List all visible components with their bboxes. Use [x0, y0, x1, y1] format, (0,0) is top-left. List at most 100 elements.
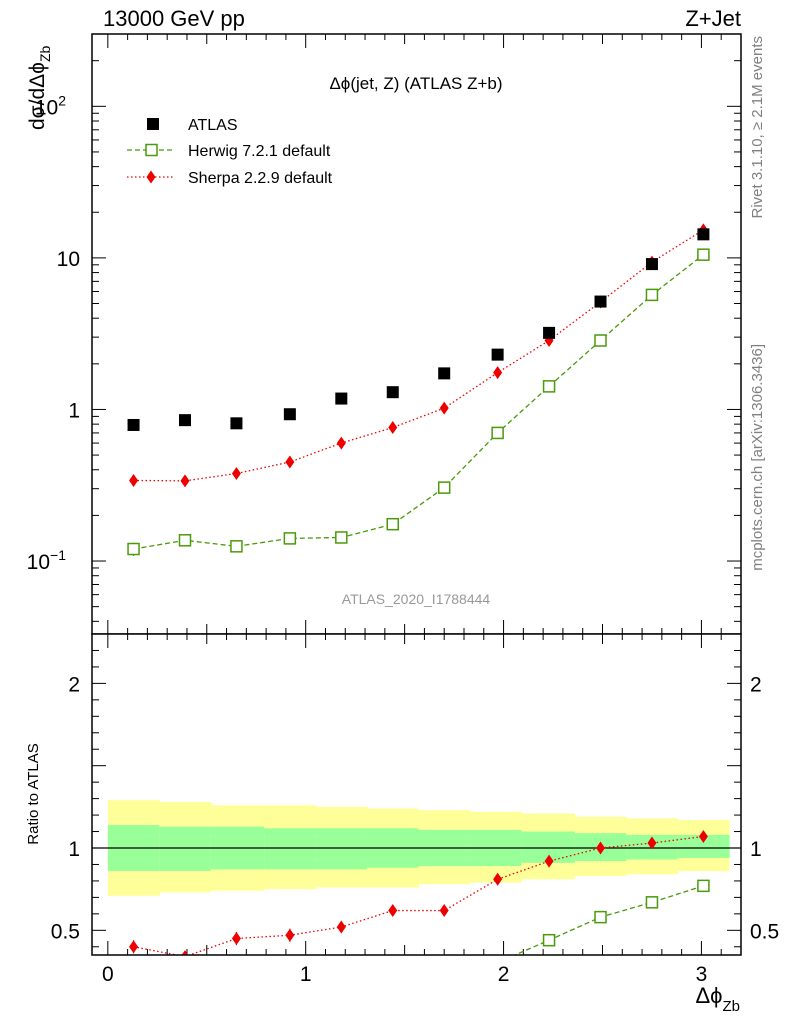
- main-y-axis-title: dσ/dΔϕZb: [26, 45, 53, 130]
- ratio-sherpa-line: [133, 835, 704, 955]
- legend-herwig-marker: [145, 143, 158, 157]
- atlas-point: [178, 414, 191, 427]
- atlas-point: [127, 418, 140, 431]
- ratio-sherpa-point: [336, 920, 346, 934]
- sherpa-point: [285, 455, 295, 469]
- sherpa-point: [439, 401, 449, 415]
- ratio-y-tick-label-right: 2: [750, 673, 762, 696]
- ratio-sherpa-point: [544, 854, 554, 868]
- main-y-axis-label-main: dσ/dΔϕ: [26, 62, 49, 130]
- atlas-point: [335, 392, 348, 405]
- x-tick-label: 2: [498, 963, 510, 986]
- herwig-point: [230, 540, 243, 553]
- x-axis-label: ΔϕZb: [695, 983, 740, 1015]
- ratio-series-group: [129, 829, 710, 955]
- atlas-point: [386, 386, 399, 399]
- sherpa-point: [180, 474, 190, 488]
- plot-title: Δϕ(jet, Z) (ATLAS Z+b): [329, 74, 502, 93]
- sherpa-point: [493, 366, 503, 380]
- x-axis-label-sub: Zb: [722, 998, 740, 1015]
- y-tick-label: 10−1: [27, 547, 67, 574]
- ratio-sherpa-point: [285, 928, 295, 942]
- legend-entry-label: Herwig 7.2.1 default: [188, 143, 331, 160]
- atlas-point: [645, 258, 658, 271]
- atlas-point: [438, 367, 451, 380]
- ratio-y-tick-label-left: 0.5: [51, 920, 80, 943]
- ratio-frame: [91, 633, 742, 956]
- main-series-group: [127, 223, 710, 556]
- analysis-watermark: ATLAS_2020_I1788444: [342, 591, 491, 607]
- ratio-herwig-point: [697, 879, 710, 893]
- ratio-herwig-point: [594, 910, 607, 924]
- y-tick-label-base: 1: [68, 399, 80, 422]
- herwig-point: [386, 517, 400, 531]
- x-tick-label: 1: [300, 963, 312, 986]
- ratio-y-tick-label-left: 2: [68, 673, 80, 696]
- ratio-sherpa-point: [231, 932, 241, 946]
- y-tick-label-base: 10: [57, 248, 80, 271]
- herwig-point: [491, 426, 504, 440]
- herwig-point: [283, 532, 297, 545]
- sherpa-point: [336, 436, 346, 450]
- y-tick-label-base: 10: [27, 551, 50, 574]
- herwig-point: [594, 334, 607, 347]
- ratio-herwig-point: [645, 896, 659, 909]
- ratio-clipped-group: [129, 829, 710, 955]
- herwig-point: [335, 531, 348, 544]
- atlas-point: [594, 295, 607, 308]
- ratio-sherpa-point: [698, 829, 708, 843]
- atlas-point: [230, 417, 243, 430]
- ratio-panel: 0.5 0.5 1 1 2 2 0 1 2 3 Ratio to ATLAS ΔϕZb: [25, 633, 779, 1015]
- analysis-id-label: ATLAS_2020_I1788444: [342, 591, 491, 607]
- ratio-herwig-point: [542, 933, 556, 947]
- legend: ATLAS Herwig 7.2.1 default Sherpa 2.2.9 de…: [127, 117, 333, 187]
- ratio-herwig-line: [513, 885, 704, 955]
- herwig-point: [645, 288, 659, 302]
- y-tick-label-exp: 2: [58, 92, 66, 108]
- y-tick-label-base: 10: [35, 96, 58, 119]
- atlas-point: [283, 408, 296, 421]
- x-axis-label-main: Δϕ: [695, 983, 722, 1008]
- header-right-label: Z+Jet: [685, 6, 741, 31]
- ratio-sherpa-point: [493, 872, 503, 886]
- ratio-sherpa-point: [388, 904, 398, 918]
- atlas-point: [491, 348, 504, 361]
- y-tick-label-exp: −1: [50, 547, 66, 563]
- y-tick-label: 10: [57, 248, 80, 271]
- atlas-point: [543, 326, 556, 339]
- header-left-label: 13000 GeV pp: [103, 6, 245, 31]
- main-plot-area: [92, 34, 741, 634]
- herwig-point: [542, 380, 556, 393]
- legend-entry-label: Sherpa 2.2.9 default: [188, 170, 333, 187]
- legend-entry-label: ATLAS: [188, 117, 238, 134]
- band-inner: [264, 828, 317, 870]
- herwig-point: [127, 542, 140, 556]
- ratio-plot-area: [92, 634, 741, 955]
- herwig-point: [178, 534, 192, 547]
- sherpa-point: [388, 421, 398, 435]
- ratio-axis-ticks: 0.5 0.5 1 1 2 2 0 1 2 3: [51, 634, 779, 986]
- legend-sherpa-marker: [146, 170, 156, 184]
- ratio-y-tick-label-left: 1: [68, 838, 80, 861]
- ratio-sherpa-point: [596, 841, 606, 855]
- y-tick-label: 102: [35, 92, 66, 119]
- y-tick-label: 1: [68, 399, 80, 422]
- ratio-y-axis-label: Ratio to ATLAS: [25, 743, 42, 844]
- herwig-point: [697, 248, 710, 261]
- band-inner: [315, 828, 368, 870]
- band-inner: [159, 826, 212, 872]
- sherpa-point: [129, 473, 139, 487]
- ratio-sherpa-point: [181, 950, 189, 955]
- sherpa-point: [231, 466, 241, 480]
- band-inner: [677, 834, 730, 858]
- main-y-axis-label-sub: Zb: [37, 45, 53, 62]
- ratio-sherpa-point: [439, 904, 449, 918]
- ratio-sherpa-point: [129, 940, 139, 954]
- rivet-version-label: Rivet 3.1.10, ≥ 2.1M events: [749, 36, 766, 219]
- x-tick-label: 0: [102, 963, 114, 986]
- herwig-point: [437, 481, 451, 494]
- ratio-y-tick-label-right: 1: [750, 838, 762, 861]
